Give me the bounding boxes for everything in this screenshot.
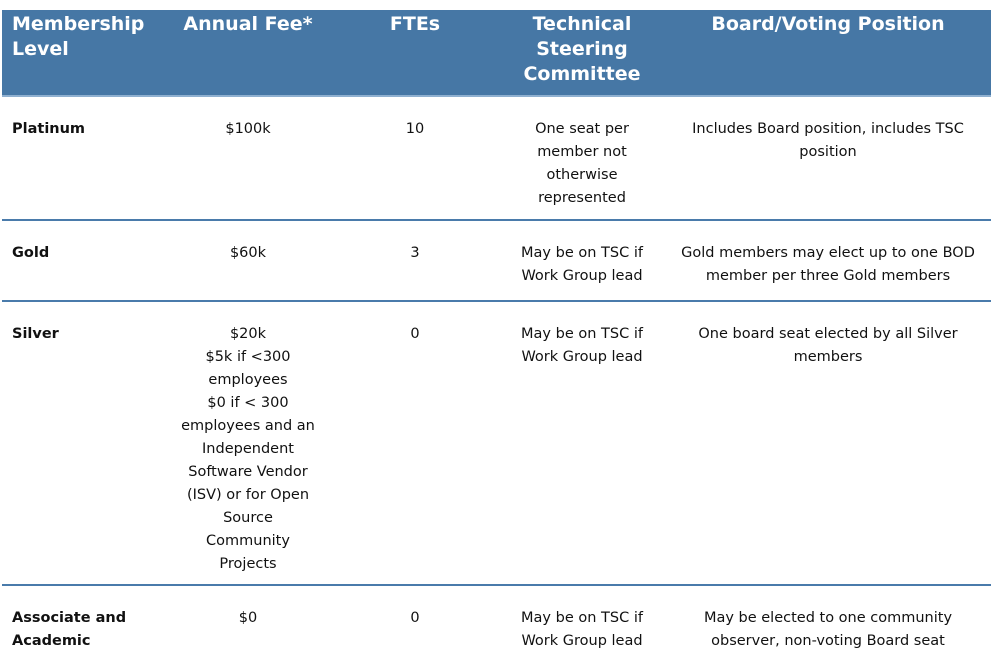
fee-cell: $0	[165, 585, 331, 670]
table-row: Silver $20k $5k if <300 employees $0 if …	[2, 301, 991, 586]
level-cell: Gold	[2, 220, 165, 302]
board-cell: One board seat elected by all Silver mem…	[665, 301, 991, 586]
level-cell: Associate and Academic	[12, 610, 127, 649]
header-board: Board/Voting Position	[665, 10, 991, 97]
fee-line: $0	[238, 610, 258, 626]
fee-cell: $60k	[165, 220, 331, 302]
level-cell: Silver	[2, 301, 165, 586]
ftes-cell: 0	[331, 301, 499, 586]
table-row: Gold $60k 3 May be on TSC if Work Group …	[2, 220, 991, 302]
fee-line: $0 if < 300 employees and an Independent…	[181, 395, 315, 572]
header-tsc: Technical Steering Committee	[499, 10, 665, 97]
tsc-cell: One seat per member not otherwise repres…	[499, 96, 665, 221]
board-cell: May be elected to one community observer…	[703, 610, 953, 649]
ftes-cell: 3	[331, 220, 499, 302]
fee-line: $5k if <300 employees	[205, 349, 291, 388]
fee-cell: $20k $5k if <300 employees $0 if < 300 e…	[165, 301, 331, 586]
tsc-cell: May be on TSC if Work Group lead	[499, 220, 665, 302]
header-membership-level: Membership Level	[2, 10, 165, 97]
tsc-cell: May be on TSC if Work Group lead	[521, 610, 643, 649]
ftes-cell: 0	[410, 610, 420, 626]
fee-line: $100k	[225, 121, 271, 137]
board-cell: Includes Board position, includes TSC po…	[665, 96, 991, 221]
header-annual-fee: Annual Fee*	[165, 10, 331, 97]
membership-table: Membership Level Annual Fee* FTEs Techni…	[2, 10, 991, 670]
fee-line: $60k	[229, 245, 267, 261]
header-row: Membership Level Annual Fee* FTEs Techni…	[2, 10, 991, 97]
table-row: Associate and Academic $0 0 May be on TS…	[2, 585, 991, 670]
ftes-cell: 10	[331, 96, 499, 221]
board-cell: Gold members may elect up to one BOD mem…	[665, 220, 991, 302]
level-cell: Platinum	[2, 96, 165, 221]
table-row: Platinum $100k 10 One seat per member no…	[2, 96, 991, 221]
fee-line: $20k	[229, 326, 267, 342]
header-ftes: FTEs	[331, 10, 499, 97]
fee-cell: $100k	[165, 96, 331, 221]
tsc-cell: May be on TSC if Work Group lead	[499, 301, 665, 586]
